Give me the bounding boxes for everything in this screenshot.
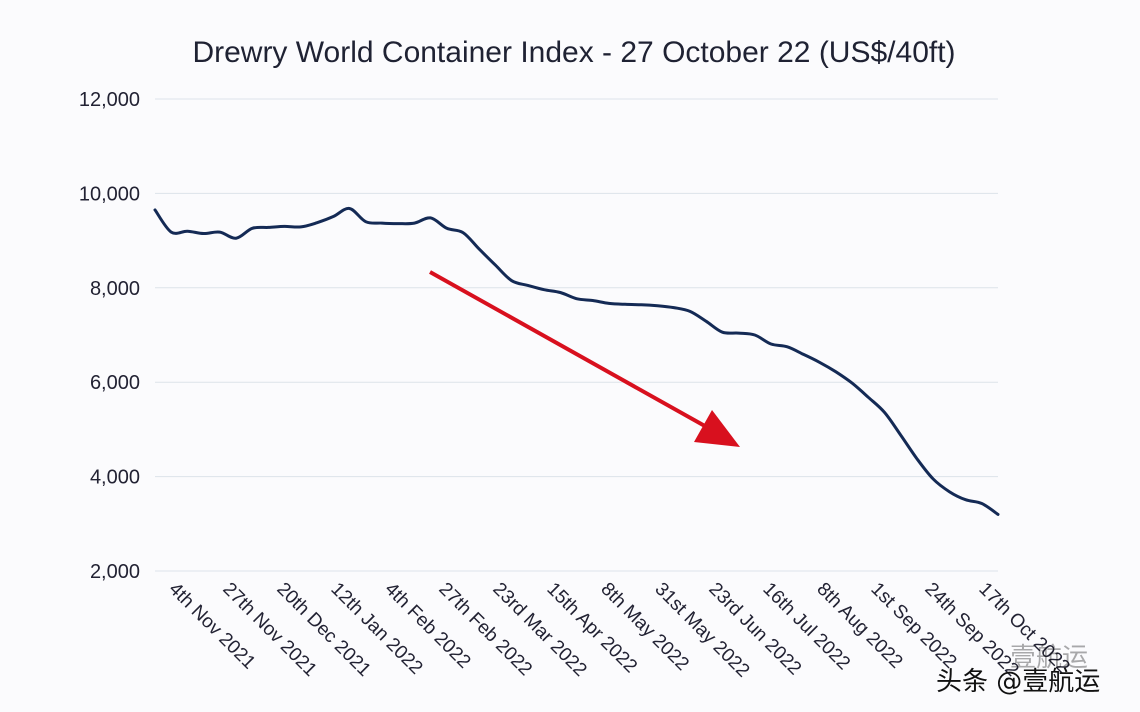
chart-title: Drewry World Container Index - 27 Octobe… [192, 36, 955, 69]
series-line-wci [153, 206, 1000, 516]
x-tick-label: 23rd Mar 2022 [488, 579, 590, 681]
x-tick-label: 27th Feb 2022 [434, 579, 536, 681]
y-tick-label: 8,000 [90, 278, 140, 300]
y-tick-label: 2,000 [90, 561, 140, 583]
watermark: 壹航运 头条 @壹航运 [936, 643, 1100, 697]
watermark-faded: 壹航运 [1010, 643, 1088, 673]
watermark-text: 头条 @壹航运 [936, 667, 1100, 697]
x-tick-label: 24th Sep 2022 [920, 579, 1022, 681]
grid-layer [155, 98, 998, 572]
x-tick-label: 23rd Jun 2022 [704, 579, 805, 680]
trend-arrow-head [694, 410, 740, 447]
x-tick-label: 27th Nov 2021 [218, 579, 320, 681]
y-axis-ticks: 2,000 4,000 6,000 8,000 10,000 12,000 [79, 89, 140, 583]
y-tick-label: 12,000 [79, 89, 140, 111]
y-tick-label: 4,000 [90, 467, 140, 489]
trend-arrow-shaft [429, 270, 713, 432]
x-tick-label: 20th Dec 2021 [272, 579, 374, 681]
x-tick-label: 31st May 2022 [650, 579, 753, 682]
series-layer [153, 206, 1000, 516]
trend-arrow [429, 270, 740, 447]
y-tick-label: 10,000 [79, 183, 140, 205]
y-tick-label: 6,000 [90, 372, 140, 394]
